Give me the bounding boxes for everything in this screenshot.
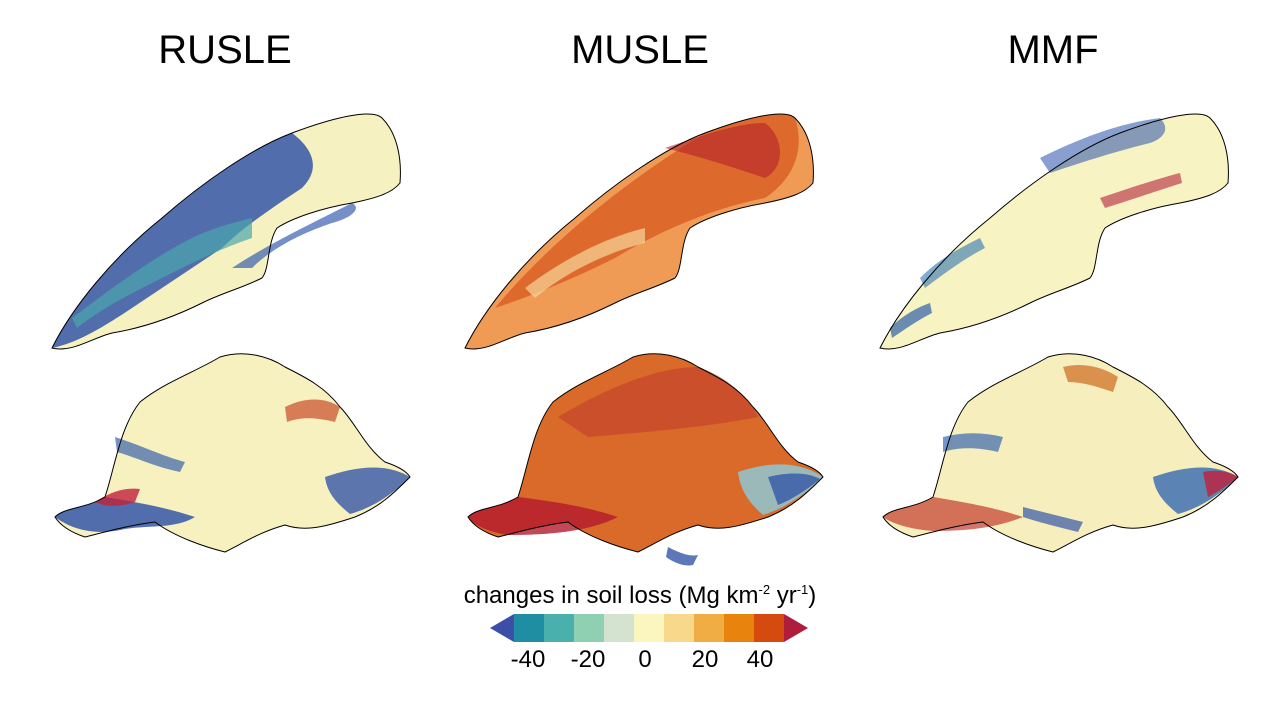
panel-title-rusle: RUSLE [158,28,292,72]
musle-lower-basin-map [467,353,824,566]
legend-title: changes in soil loss (Mg km-2 yr-1) [380,582,900,610]
legend-title-prefix: changes in soil loss (Mg km [463,582,759,609]
mmf-lower-basin-map [882,353,1239,553]
legend-max-arrow [784,614,808,642]
legend-title-suffix: ) [808,582,817,609]
legend-title-sup1: -2 [758,582,771,597]
panel-title-musle: MUSLE [571,28,709,72]
legend-swatch-5 [634,614,664,642]
legend-swatch-7 [694,614,724,642]
rusle-lower-basin-map [54,353,411,553]
legend-swatch-8 [724,614,754,642]
legend-swatch-1 [514,614,544,642]
legend-swatch-9 [754,614,784,642]
legend-swatch-2 [544,614,574,642]
musle-upper-basin-map [464,113,814,350]
legend-swatch-6 [664,614,694,642]
rusle-upper-basin-map [51,113,401,350]
legend-swatch-3 [574,614,604,642]
legend-tick: 40 [746,646,774,673]
legend-title-sup2: -1 [796,582,809,597]
legend-title-middle: yr [770,582,797,609]
legend-tick: 0 [638,646,652,673]
mmf-upper-basin-map [879,113,1229,350]
legend-tick: 20 [691,646,719,673]
panel-title-mmf: MMF [1007,28,1099,72]
legend-tick: -40 [510,646,546,673]
legend-tick: -20 [570,646,606,673]
legend-swatch-4 [604,614,634,642]
legend-min-arrow [490,614,514,642]
legend-colorbar [490,614,808,642]
